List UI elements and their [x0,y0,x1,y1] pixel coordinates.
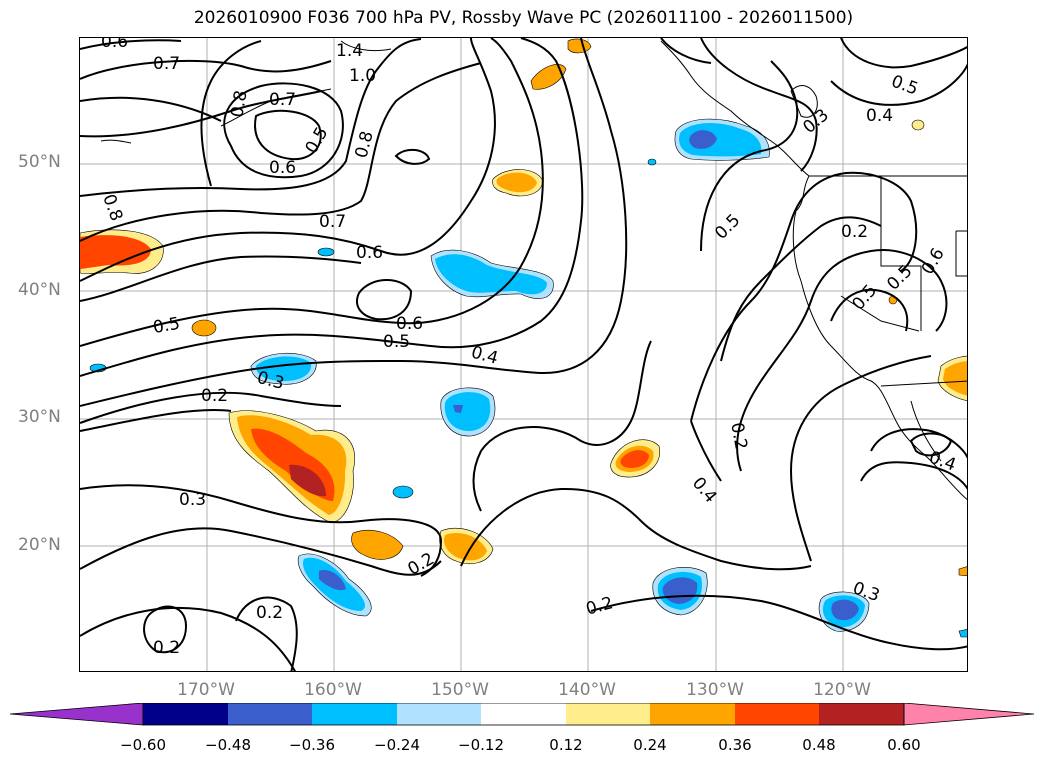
colorbar-bin [228,703,312,725]
contour-labels: 0.6 0.7 0.8 1.4 1.0 0.7 0.5 0.6 0.8 0.8 … [98,38,958,658]
colorbar-tick-label: 0.36 [718,736,752,754]
colorbar-tick-label: 0.24 [633,736,667,754]
contour-label: 0.6 [396,314,423,334]
contour-label: 0.7 [269,90,296,110]
contour-label: 0.4 [926,447,958,475]
lon-label-140w: 140°W [558,680,616,700]
contour-label: 0.7 [153,54,180,74]
lat-label-30n: 30°N [18,407,61,427]
contour-label: 0.6 [269,158,296,178]
map-title: 2026010900 F036 700 hPa PV, Rossby Wave … [193,8,854,28]
contour-label: 0.4 [469,342,500,368]
lon-label-160w: 160°W [304,680,362,700]
colorbar-tick-label: 0.60 [887,736,921,754]
contour-label: 0.5 [151,314,181,338]
lat-label-50n: 50°N [18,152,61,172]
colorbar [10,703,1035,726]
coastlines [100,40,967,500]
graticule [80,38,967,671]
colorbar-tick-label: 0.12 [549,736,583,754]
contour-label: 0.3 [799,105,833,138]
contour-label: 0.5 [848,281,881,315]
colorbar-tick-label: −0.24 [374,736,420,754]
contour-label: 1.4 [336,41,363,61]
colorbar-bin [397,703,481,725]
contour-label: 0.7 [319,212,346,232]
contour-label: 0.2 [584,593,615,619]
lon-label-150w: 150°W [431,680,489,700]
map-panel: 0.6 0.7 0.8 1.4 1.0 0.7 0.5 0.6 0.8 0.8 … [79,37,968,672]
lon-label-130w: 130°W [686,680,744,700]
anomaly-fills [80,38,967,638]
lat-label-40n: 40°N [18,280,61,300]
colorbar-extend-low [10,703,144,726]
colorbar-bin [312,703,397,725]
pv-contours [80,38,967,671]
lon-label-170w: 170°W [177,680,235,700]
contour-label: 0.2 [726,421,750,451]
contour-label: 0.6 [356,243,383,263]
colorbar-bin [481,703,566,725]
colorbar-tick-label: −0.48 [205,736,251,754]
colorbar-tick-label: −0.12 [458,736,504,754]
colorbar-bin [650,703,735,725]
lon-label-120w: 120°W [813,680,871,700]
colorbar-bin [566,703,650,725]
contour-label: 0.6 [918,245,949,278]
colorbar-bin [735,703,819,725]
colorbar-tick-label: −0.60 [120,736,166,754]
contour-label: 0.3 [179,490,206,510]
colorbar-tick-label: −0.36 [289,736,335,754]
contour-label: 0.2 [153,638,180,658]
contour-label: 0.2 [201,386,228,406]
contour-label: 0.5 [383,332,410,352]
colorbar-bin [143,703,228,725]
contour-label: 0.8 [227,89,251,119]
contour-label: 0.5 [888,71,920,99]
contour-label: 1.0 [349,66,376,86]
colorbar-tick-label: 0.48 [802,736,836,754]
contour-label: 0.2 [841,222,868,242]
colorbar-extend-high [903,703,1035,726]
contour-label: 0.6 [101,38,128,52]
map-canvas: 0.6 0.7 0.8 1.4 1.0 0.7 0.5 0.6 0.8 0.8 … [80,38,967,671]
contour-label: 0.8 [98,192,126,224]
contour-label: 0.5 [302,124,333,157]
contour-label: 0.4 [866,106,893,126]
colorbar-bin [819,703,904,725]
contour-label: 0.2 [256,603,283,623]
lat-label-20n: 20°N [18,535,61,555]
